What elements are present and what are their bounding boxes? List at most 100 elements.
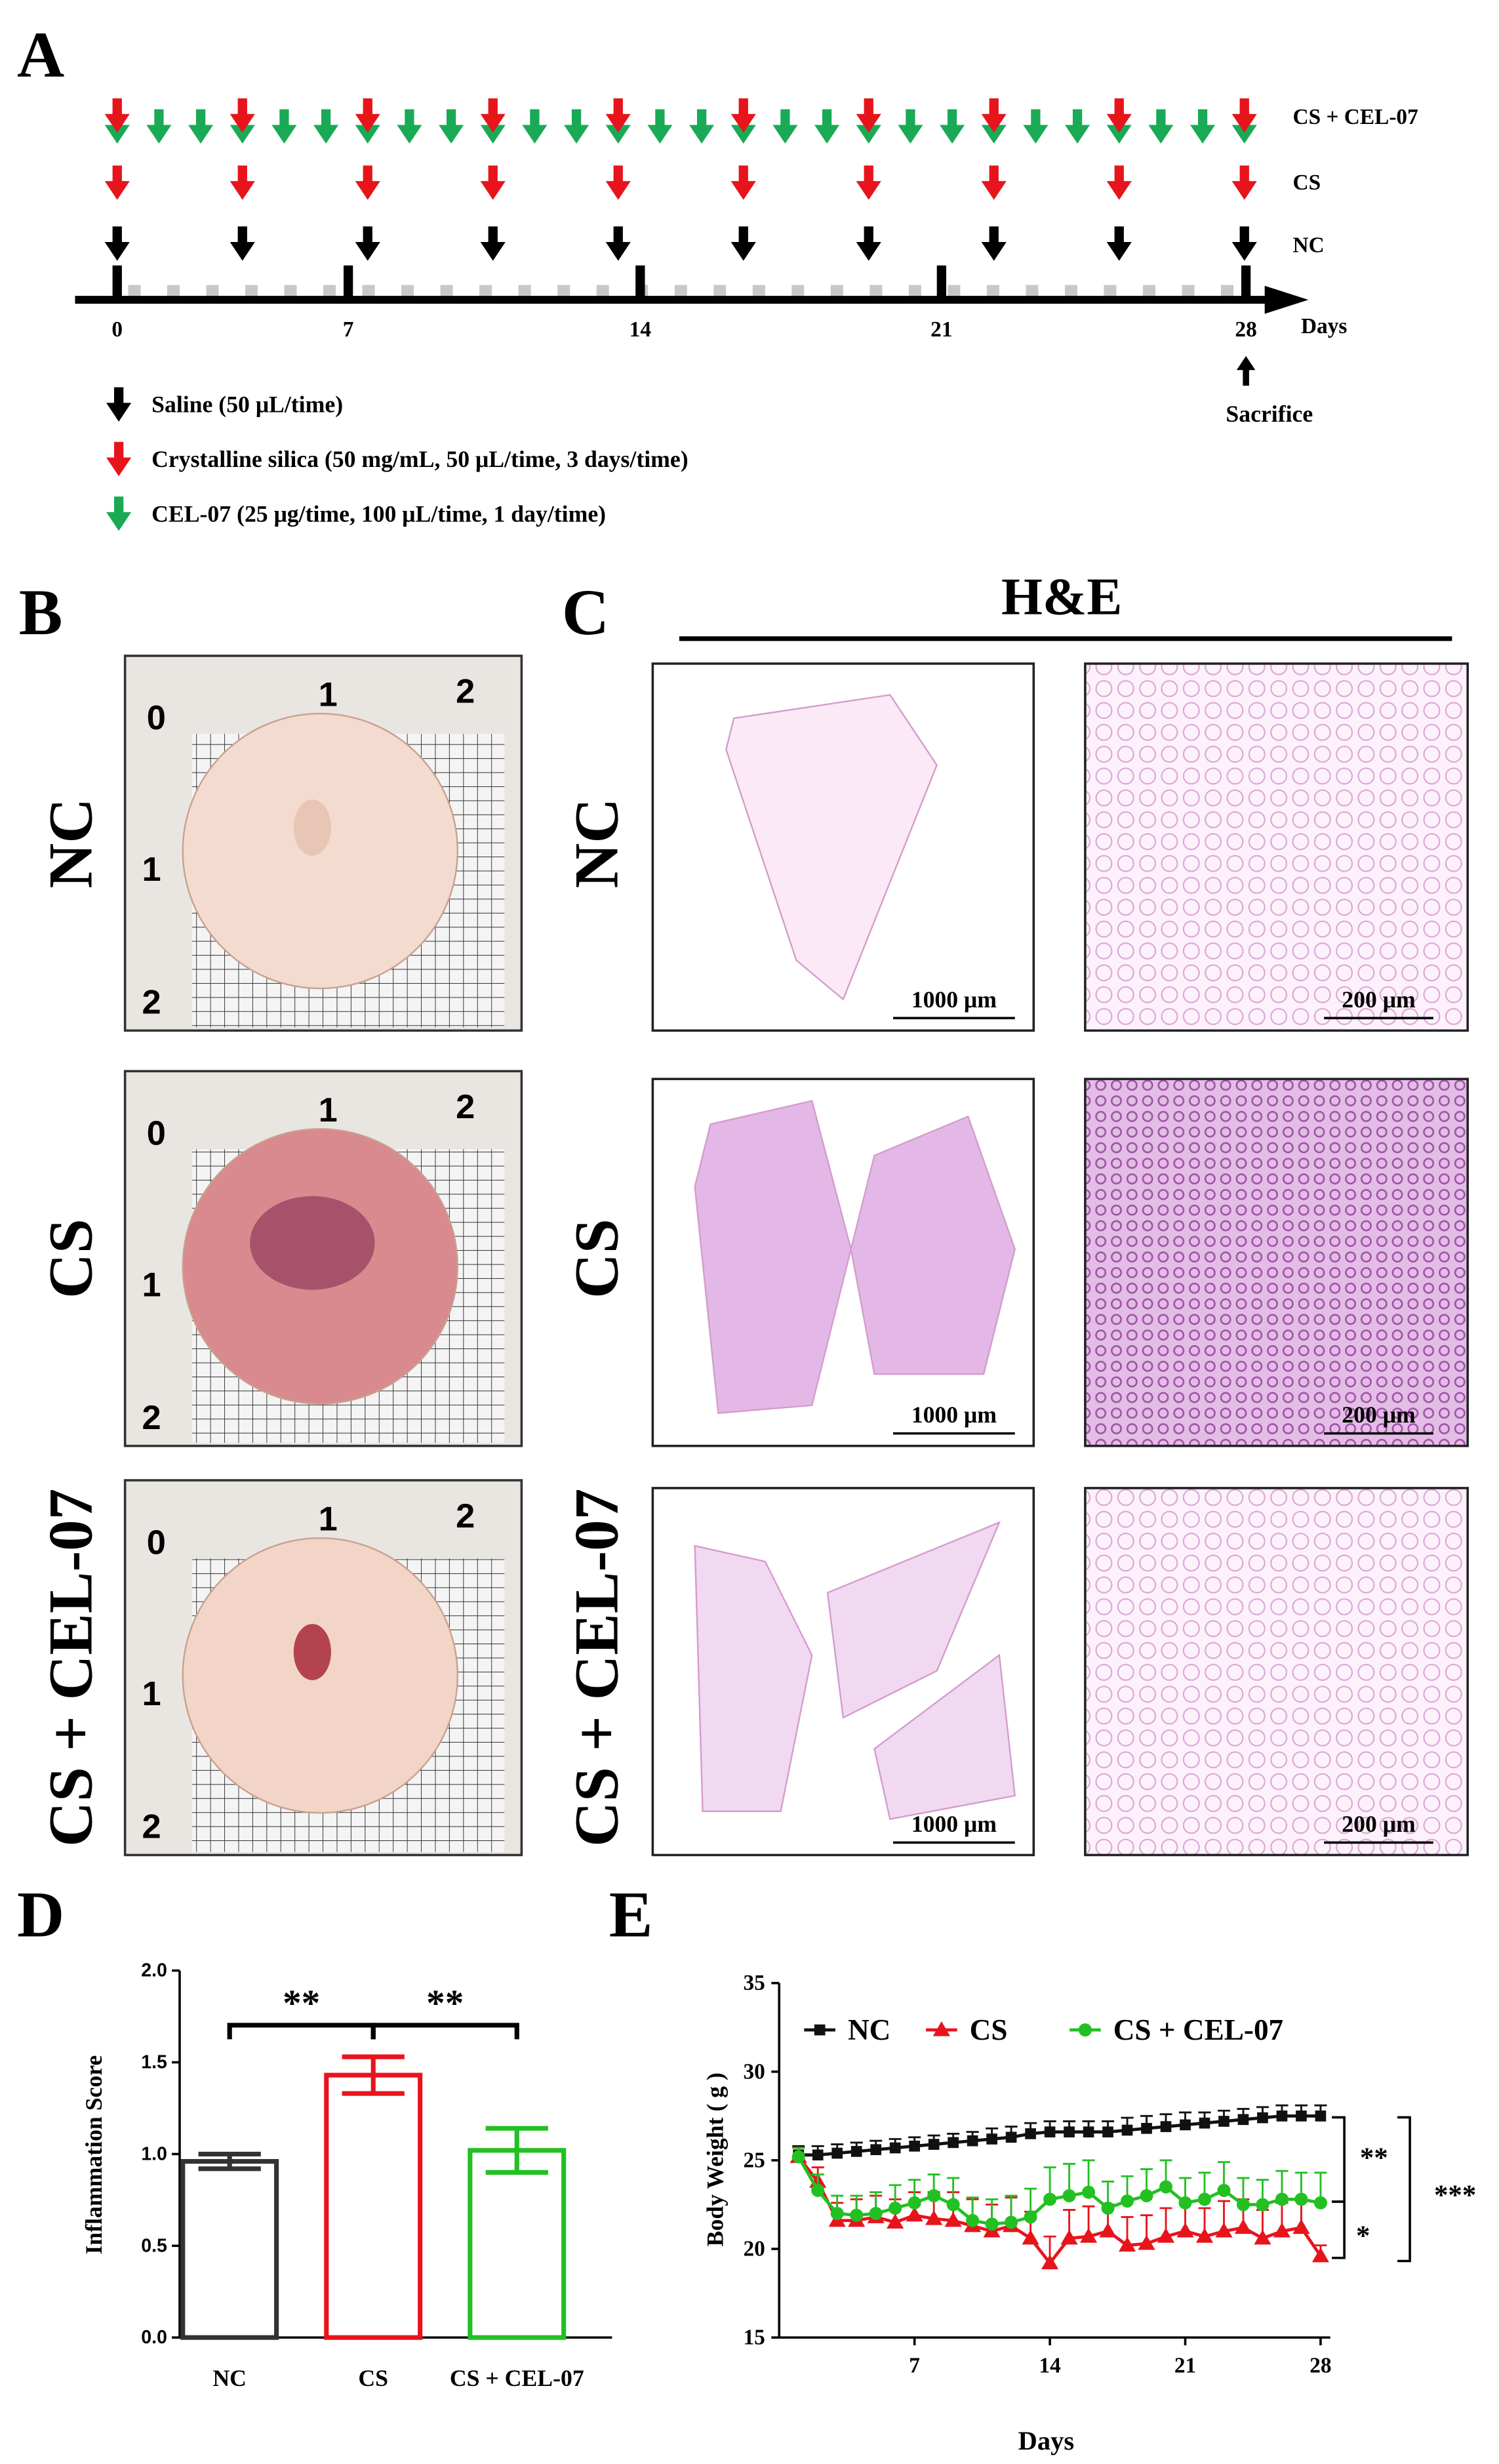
y-tick-label: 1.5	[141, 2052, 167, 2073]
lung-photo-detail	[250, 1196, 375, 1290]
arrow	[230, 98, 255, 133]
arrow	[230, 165, 255, 200]
point	[1141, 2122, 1152, 2134]
y-tick-label: 20	[743, 2237, 765, 2261]
scale-bar-label: 1000 μm	[911, 1811, 997, 1837]
legend-label: NC	[848, 2013, 890, 2046]
error-bar	[485, 2126, 548, 2175]
photo-scale-label: 2	[456, 673, 475, 711]
lung-section	[725, 694, 938, 1001]
group-label: CS + CEL-07	[562, 1489, 631, 1847]
point	[1178, 2196, 1192, 2210]
y-tick-label: 30	[743, 2059, 765, 2084]
row-label: CS + CEL-07	[1293, 105, 1418, 129]
point	[1025, 2128, 1036, 2139]
arrow	[1106, 98, 1132, 133]
point	[986, 2133, 997, 2145]
timeline-tick-label: 7	[343, 317, 354, 342]
point	[811, 2183, 825, 2197]
arrow	[313, 109, 339, 144]
scale-bar-label: 1000 μm	[911, 986, 997, 1013]
timeline-axis-label: Days	[1301, 314, 1347, 338]
timeline-arrowhead	[1264, 285, 1309, 314]
arrow	[647, 109, 673, 144]
arrow	[1065, 109, 1090, 144]
major-tick	[936, 265, 946, 300]
point	[1256, 2198, 1269, 2212]
point	[1218, 2116, 1229, 2127]
point	[967, 2135, 978, 2147]
point	[850, 2208, 864, 2222]
point	[1118, 2236, 1136, 2252]
arrow	[230, 226, 255, 261]
point	[1121, 2124, 1133, 2136]
timeline-tick-label: 21	[930, 317, 952, 342]
point	[812, 2149, 824, 2161]
arrow	[1106, 165, 1132, 200]
point	[831, 2147, 843, 2159]
panel-label: E	[609, 1878, 653, 1950]
arrow	[981, 165, 1007, 200]
photo-scale-label: 1	[319, 676, 338, 714]
photo-scale-label: 1	[319, 1091, 338, 1129]
point	[870, 2144, 882, 2156]
significance-label: **	[283, 1983, 320, 2024]
point	[1005, 2215, 1018, 2229]
point	[1273, 2222, 1291, 2238]
x-tick-label: 7	[909, 2354, 920, 2378]
arrow	[271, 109, 297, 144]
arrow	[730, 226, 756, 261]
y-tick-label: 2.0	[141, 1960, 167, 1981]
point	[1315, 2111, 1327, 2122]
micrograph	[1084, 1487, 1469, 1857]
point	[1176, 2222, 1194, 2238]
point	[869, 2206, 883, 2220]
row-label: NC	[1293, 233, 1325, 257]
photo-scale-label: 0	[147, 699, 166, 737]
legend-label: CS + CEL-07	[1113, 2013, 1283, 2046]
scale-bar-label: 200 μm	[1342, 1811, 1416, 1837]
point	[906, 2206, 923, 2222]
legend-label: Saline (50 μL/time)	[151, 392, 343, 418]
y-tick-label: 35	[743, 1971, 765, 1995]
lung-section	[826, 1521, 1001, 1719]
x-tick-label: CS + CEL-07	[450, 2365, 584, 2391]
y-tick-label: 15	[743, 2326, 765, 2350]
significance-label: ***	[1434, 2180, 1476, 2211]
arrow	[106, 441, 132, 477]
arrow	[856, 226, 881, 261]
timeline-tick-label: 14	[630, 317, 652, 342]
significance-label: *	[1356, 2221, 1370, 2252]
point	[1064, 2126, 1075, 2138]
point	[1101, 2201, 1115, 2215]
panel-label: C	[562, 576, 609, 649]
arrow	[1231, 165, 1257, 200]
point	[928, 2139, 940, 2150]
significance-label: **	[426, 1983, 464, 2024]
point	[1157, 2228, 1175, 2243]
arrow	[355, 226, 380, 261]
legend-label: CS	[970, 2013, 1008, 2046]
x-tick-label: NC	[212, 2365, 247, 2391]
arrow	[104, 165, 130, 200]
lung-photo-detail	[293, 799, 331, 856]
legend-label: Crystalline silica (50 mg/mL, 50 μL/time…	[151, 446, 689, 472]
photo-scale-label: 1	[142, 851, 161, 889]
point	[925, 2210, 943, 2225]
significance-label: **	[1360, 2143, 1388, 2173]
point	[944, 2212, 962, 2227]
arrow	[355, 98, 380, 133]
photo-scale-label: 1	[142, 1266, 161, 1304]
sacrifice-label: Sacrifice	[1226, 401, 1313, 427]
point	[1121, 2194, 1134, 2208]
group-label: CS + CEL-07	[35, 1489, 105, 1847]
scale-bar-label: 200 μm	[1342, 1402, 1416, 1428]
point	[909, 2140, 920, 2152]
lung-section	[694, 1545, 813, 1812]
lung-section	[694, 1100, 852, 1414]
point	[887, 2213, 904, 2229]
point	[1043, 2192, 1057, 2206]
legend-label: CEL-07 (25 μg/time, 100 μL/time, 1 day/t…	[151, 500, 606, 527]
arrow	[355, 165, 380, 200]
